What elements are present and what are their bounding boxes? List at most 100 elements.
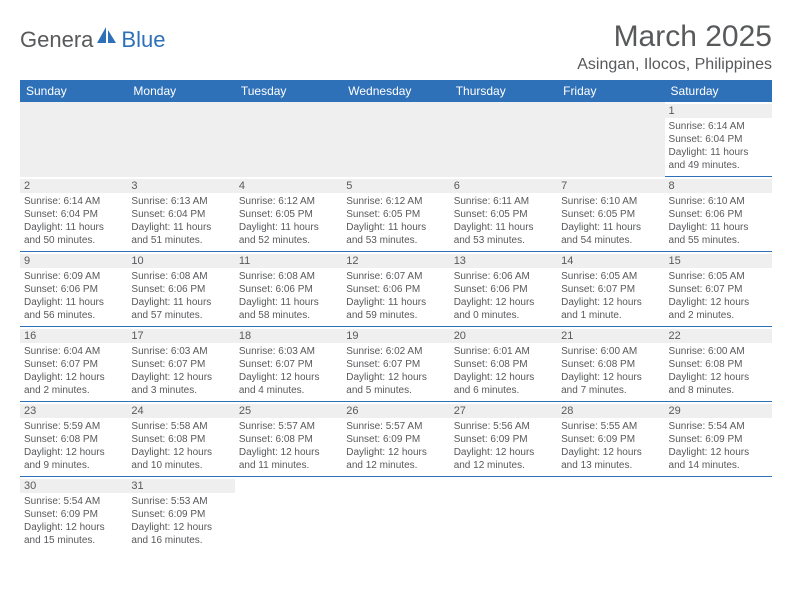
daylight-text: Daylight: 12 hours xyxy=(24,521,123,534)
daylight-text: and 7 minutes. xyxy=(561,384,660,397)
daylight-text: Daylight: 12 hours xyxy=(24,446,123,459)
sunrise-text: Sunrise: 6:00 AM xyxy=(669,345,768,358)
sunset-text: Sunset: 6:09 PM xyxy=(24,508,123,521)
header: Genera Blue March 2025 Asingan, Ilocos, … xyxy=(20,20,772,74)
daylight-text: and 15 minutes. xyxy=(24,534,123,547)
sunrise-text: Sunrise: 6:08 AM xyxy=(131,270,230,283)
daylight-text: and 1 minute. xyxy=(561,309,660,322)
sunset-text: Sunset: 6:05 PM xyxy=(454,208,553,221)
daylight-text: and 12 minutes. xyxy=(454,459,553,472)
sunrise-text: Sunrise: 5:58 AM xyxy=(131,420,230,433)
daylight-text: Daylight: 11 hours xyxy=(239,296,338,309)
weekday-header: Tuesday xyxy=(235,80,342,102)
daylight-text: and 16 minutes. xyxy=(131,534,230,547)
calendar-page: Genera Blue March 2025 Asingan, Ilocos, … xyxy=(0,0,792,561)
day-number: 14 xyxy=(557,254,664,268)
sunrise-text: Sunrise: 5:57 AM xyxy=(239,420,338,433)
calendar-cell xyxy=(342,477,449,552)
daylight-text: and 3 minutes. xyxy=(131,384,230,397)
sunset-text: Sunset: 6:04 PM xyxy=(131,208,230,221)
day-number: 2 xyxy=(20,179,127,193)
daylight-text: and 52 minutes. xyxy=(239,234,338,247)
sunset-text: Sunset: 6:09 PM xyxy=(346,433,445,446)
day-number: 15 xyxy=(665,254,772,268)
day-number: 28 xyxy=(557,404,664,418)
sunset-text: Sunset: 6:06 PM xyxy=(346,283,445,296)
calendar-cell: 7Sunrise: 6:10 AMSunset: 6:05 PMDaylight… xyxy=(557,177,664,252)
day-number: 3 xyxy=(127,179,234,193)
daylight-text: Daylight: 12 hours xyxy=(454,371,553,384)
calendar-cell: 10Sunrise: 6:08 AMSunset: 6:06 PMDayligh… xyxy=(127,252,234,327)
daylight-text: Daylight: 12 hours xyxy=(24,371,123,384)
daylight-text: Daylight: 12 hours xyxy=(669,296,768,309)
sunrise-text: Sunrise: 6:07 AM xyxy=(346,270,445,283)
daylight-text: and 8 minutes. xyxy=(669,384,768,397)
calendar-cell: 5Sunrise: 6:12 AMSunset: 6:05 PMDaylight… xyxy=(342,177,449,252)
daylight-text: Daylight: 12 hours xyxy=(239,371,338,384)
daylight-text: Daylight: 12 hours xyxy=(346,446,445,459)
daylight-text: Daylight: 12 hours xyxy=(131,521,230,534)
sunset-text: Sunset: 6:06 PM xyxy=(239,283,338,296)
day-number: 27 xyxy=(450,404,557,418)
sunrise-text: Sunrise: 6:06 AM xyxy=(454,270,553,283)
daylight-text: Daylight: 11 hours xyxy=(24,296,123,309)
sunset-text: Sunset: 6:06 PM xyxy=(454,283,553,296)
daylight-text: Daylight: 11 hours xyxy=(24,221,123,234)
daylight-text: and 58 minutes. xyxy=(239,309,338,322)
sunrise-text: Sunrise: 5:59 AM xyxy=(24,420,123,433)
day-number: 20 xyxy=(450,329,557,343)
sunrise-text: Sunrise: 6:04 AM xyxy=(24,345,123,358)
calendar-row: 30Sunrise: 5:54 AMSunset: 6:09 PMDayligh… xyxy=(20,477,772,552)
daylight-text: Daylight: 12 hours xyxy=(131,371,230,384)
daylight-text: Daylight: 11 hours xyxy=(669,146,768,159)
daylight-text: and 56 minutes. xyxy=(24,309,123,322)
daylight-text: and 11 minutes. xyxy=(239,459,338,472)
calendar-cell: 18Sunrise: 6:03 AMSunset: 6:07 PMDayligh… xyxy=(235,327,342,402)
calendar-cell: 4Sunrise: 6:12 AMSunset: 6:05 PMDaylight… xyxy=(235,177,342,252)
daylight-text: and 6 minutes. xyxy=(454,384,553,397)
sunrise-text: Sunrise: 6:09 AM xyxy=(24,270,123,283)
day-number: 9 xyxy=(20,254,127,268)
calendar-cell: 15Sunrise: 6:05 AMSunset: 6:07 PMDayligh… xyxy=(665,252,772,327)
daylight-text: and 57 minutes. xyxy=(131,309,230,322)
calendar-cell: 8Sunrise: 6:10 AMSunset: 6:06 PMDaylight… xyxy=(665,177,772,252)
calendar-cell: 13Sunrise: 6:06 AMSunset: 6:06 PMDayligh… xyxy=(450,252,557,327)
day-number: 10 xyxy=(127,254,234,268)
daylight-text: and 4 minutes. xyxy=(239,384,338,397)
daylight-text: Daylight: 11 hours xyxy=(131,296,230,309)
daylight-text: and 5 minutes. xyxy=(346,384,445,397)
sunset-text: Sunset: 6:08 PM xyxy=(669,358,768,371)
weekday-header: Friday xyxy=(557,80,664,102)
day-number: 5 xyxy=(342,179,449,193)
sunset-text: Sunset: 6:04 PM xyxy=(669,133,768,146)
weekday-header: Thursday xyxy=(450,80,557,102)
daylight-text: and 53 minutes. xyxy=(346,234,445,247)
calendar-cell xyxy=(557,102,664,177)
sunrise-text: Sunrise: 6:13 AM xyxy=(131,195,230,208)
day-number: 12 xyxy=(342,254,449,268)
calendar-cell xyxy=(127,102,234,177)
logo-text-part2: Blue xyxy=(121,27,165,53)
sunset-text: Sunset: 6:07 PM xyxy=(131,358,230,371)
calendar-cell: 2Sunrise: 6:14 AMSunset: 6:04 PMDaylight… xyxy=(20,177,127,252)
calendar-cell xyxy=(235,477,342,552)
daylight-text: Daylight: 12 hours xyxy=(131,446,230,459)
daylight-text: Daylight: 12 hours xyxy=(561,371,660,384)
sunset-text: Sunset: 6:09 PM xyxy=(131,508,230,521)
calendar-cell: 30Sunrise: 5:54 AMSunset: 6:09 PMDayligh… xyxy=(20,477,127,552)
daylight-text: Daylight: 11 hours xyxy=(239,221,338,234)
sunset-text: Sunset: 6:07 PM xyxy=(346,358,445,371)
calendar-cell xyxy=(235,102,342,177)
title-block: March 2025 Asingan, Ilocos, Philippines xyxy=(577,20,772,74)
calendar-row: 9Sunrise: 6:09 AMSunset: 6:06 PMDaylight… xyxy=(20,252,772,327)
day-number: 30 xyxy=(20,479,127,493)
calendar-row: 16Sunrise: 6:04 AMSunset: 6:07 PMDayligh… xyxy=(20,327,772,402)
sunrise-text: Sunrise: 6:14 AM xyxy=(24,195,123,208)
day-number: 7 xyxy=(557,179,664,193)
sunrise-text: Sunrise: 6:11 AM xyxy=(454,195,553,208)
sunrise-text: Sunrise: 6:10 AM xyxy=(669,195,768,208)
daylight-text: and 2 minutes. xyxy=(24,384,123,397)
calendar-row: 2 Sunrise: 6:14 AM Sunset: 6:04 PM Daylight… xyxy=(20,177,772,252)
weekday-header: Wednesday xyxy=(342,80,449,102)
sunrise-text: Sunrise: 6:05 AM xyxy=(561,270,660,283)
